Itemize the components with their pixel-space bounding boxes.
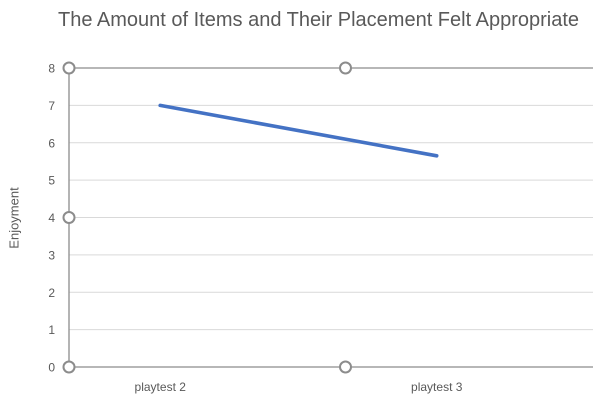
selection-handles[interactable] <box>62 61 352 374</box>
chart-title: The Amount of Items and Their Placement … <box>57 9 579 31</box>
y-tick-label: 4 <box>48 211 55 225</box>
series-lines <box>158 103 439 158</box>
resize-handle[interactable] <box>339 360 352 374</box>
resize-handle[interactable] <box>339 61 352 75</box>
resize-handle[interactable] <box>62 211 76 224</box>
y-tick-label: 7 <box>48 99 55 113</box>
y-tick-labels: 0 1 2 3 4 5 6 7 8 <box>48 62 55 375</box>
x-tick-label: playtest 2 <box>135 380 187 394</box>
x-tick-label: playtest 3 <box>411 380 463 394</box>
y-tick-label: 2 <box>48 286 55 300</box>
gridlines <box>68 67 593 368</box>
resize-handle[interactable] <box>62 61 76 75</box>
y-tick-label: 8 <box>48 62 55 76</box>
series-line <box>158 103 439 158</box>
y-tick-label: 6 <box>48 136 55 150</box>
resize-handle[interactable] <box>62 360 76 374</box>
y-tick-label: 1 <box>48 323 55 337</box>
y-tick-label: 3 <box>48 248 55 262</box>
y-tick-label: 0 <box>48 361 55 375</box>
x-tick-labels: playtest 2 playtest 3 <box>135 380 463 394</box>
y-tick-label: 5 <box>48 174 55 188</box>
